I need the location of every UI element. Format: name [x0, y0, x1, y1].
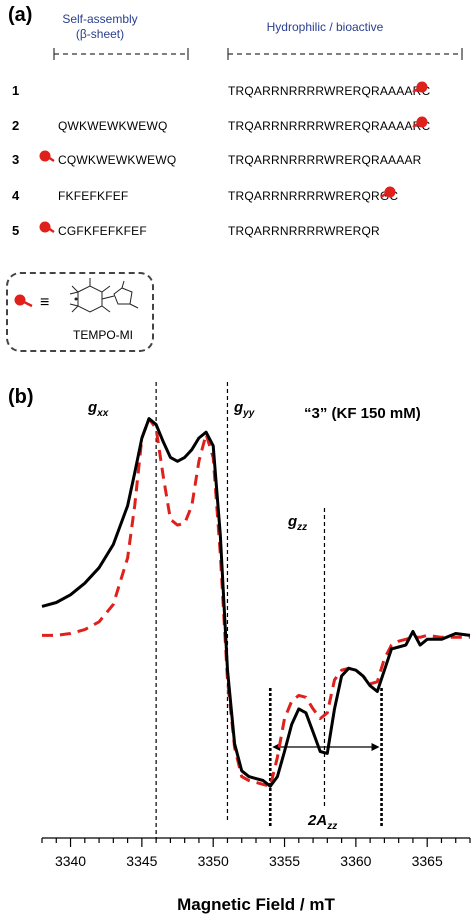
- panel-a-label: (a): [8, 4, 33, 26]
- tempo-marker-icon: [39, 150, 55, 162]
- azz-double-arrow: [272, 743, 380, 751]
- row-left-sequence: CQWKWEWKWEWQ: [58, 153, 177, 167]
- tempo-marker-icon: [412, 81, 428, 93]
- row-right-sequence: TRQARRNRRRRWRERQRGC: [228, 189, 399, 203]
- tempo-legend-graphic: ≡ TEMPO-MI: [14, 278, 139, 342]
- row-right-sequence: TRQARRNRRRRWRERQRAAAAR: [228, 153, 422, 167]
- row-number: 2: [12, 118, 20, 133]
- epr-spectrum-chart: 3340 3345 3350 3355 3360 3365 gxx gyy gzz “3”…: [41, 382, 471, 914]
- header-hydrophilic: Hydrophilic / bioactive: [266, 20, 384, 34]
- tempo-marker-icon: [39, 221, 55, 233]
- tempo-marker-icon: [14, 294, 33, 308]
- row-number: 1: [12, 83, 20, 98]
- row-left-sequence: FKFEFKFEF: [58, 189, 129, 203]
- row-right-sequence: TRQARRNRRRRWRERQR: [228, 224, 380, 238]
- header-self-assembly: Self-assembly (β-sheet): [40, 12, 160, 42]
- row-right-sequence: TRQARRNRRRRWRERQRAAAARC: [228, 84, 431, 98]
- x-tick-label: 3350: [198, 853, 229, 869]
- azz-label: 2Azz: [307, 812, 337, 832]
- gxx-label: gxx: [87, 399, 109, 419]
- x-axis: 3340 3345 3350 3355 3360 3365: [41, 837, 471, 869]
- x-tick-label: 3365: [412, 853, 443, 869]
- header-self-assembly-line1: Self-assembly: [62, 12, 138, 26]
- tempo-marker-icon: [380, 186, 396, 198]
- x-tick-label: 3360: [340, 853, 371, 869]
- x-tick-label: 3345: [126, 853, 157, 869]
- row-left-sequence: QWKWEWKWEWQ: [58, 119, 168, 133]
- row-left-sequence: CGFKFEFKFEF: [58, 224, 147, 238]
- panel-b-label: (b): [8, 386, 34, 408]
- sample-annotation: “3” (KF 150 mM): [304, 405, 421, 422]
- series-simulated-line: [42, 417, 470, 788]
- gzz-label: gzz: [287, 513, 307, 533]
- spectrum-series: [41, 417, 471, 788]
- tempo-mi-structure-icon: [69, 278, 139, 313]
- header-self-assembly-line2: (β-sheet): [75, 27, 125, 41]
- series-experimental-line: [41, 417, 471, 788]
- tempo-marker-icon: [412, 116, 428, 128]
- header-brackets: [53, 48, 463, 60]
- equivalence-symbol: ≡: [40, 294, 49, 311]
- x-tick-label: 3340: [55, 853, 86, 869]
- row-number: 5: [12, 223, 20, 238]
- row-number: 4: [12, 188, 20, 203]
- radical-dot: [74, 297, 78, 301]
- row-number: 3: [12, 152, 20, 167]
- tempo-legend: [6, 272, 154, 352]
- x-axis-title: Magnetic Field / mT: [177, 895, 335, 914]
- tempo-mi-caption: TEMPO-MI: [73, 328, 133, 342]
- row-right-sequence: TRQARRNRRRRWRERQRAAAARC: [228, 119, 431, 133]
- x-tick-label: 3355: [269, 853, 300, 869]
- gyy-label: gyy: [233, 399, 255, 419]
- reference-lines: [155, 382, 383, 840]
